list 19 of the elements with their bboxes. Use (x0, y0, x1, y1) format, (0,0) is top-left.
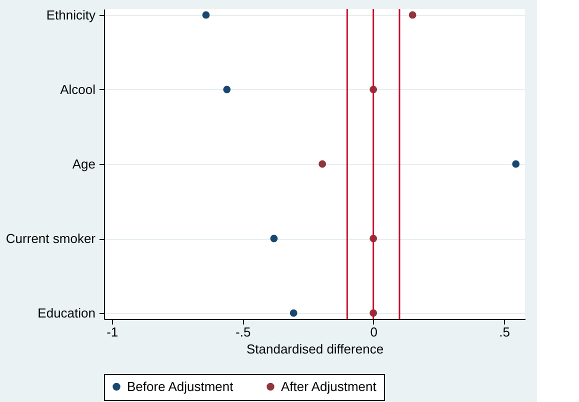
x-axis-title: Standardised difference (246, 342, 384, 356)
point (202, 11, 210, 19)
point (270, 234, 278, 242)
y-tick-label: Ethnicity (46, 7, 96, 22)
point (223, 86, 231, 94)
point (318, 160, 326, 168)
y-tick-label: Age (72, 156, 96, 172)
x-tick-label: -1 (106, 324, 118, 340)
x-tick-label: 0 (370, 324, 378, 340)
x-tick-label: .5 (499, 324, 510, 340)
y-tick-label: Education (38, 306, 96, 321)
point (290, 309, 298, 317)
y-tick-label: Current smoker (6, 231, 96, 246)
y-tick-label: Alcool (60, 82, 96, 97)
point (408, 11, 416, 19)
legend-label: After Adjustment (281, 378, 377, 394)
point (512, 160, 520, 168)
x-tick-label: -.5 (236, 324, 251, 340)
legend-label: Before Adjustment (127, 378, 234, 394)
